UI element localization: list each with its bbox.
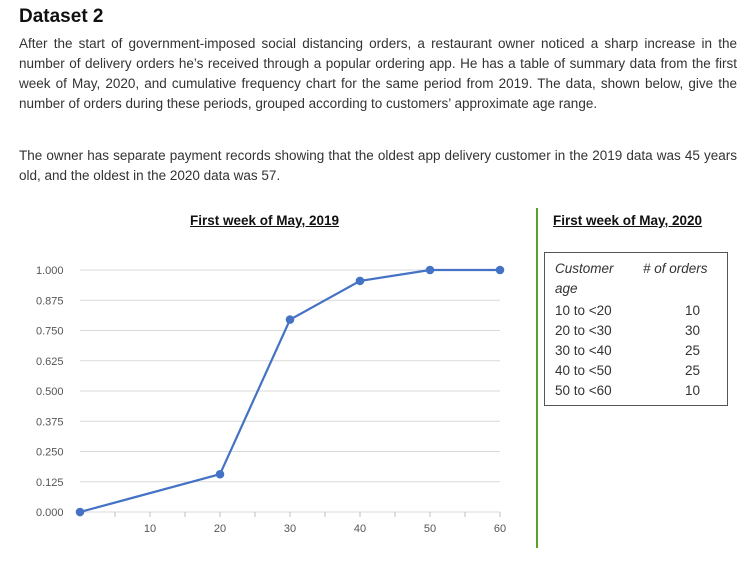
orders-cell: 25	[685, 363, 701, 378]
y-tick-label: 1.000	[36, 265, 64, 277]
chart-title: First week of May, 2019	[190, 213, 340, 228]
y-tick-label: 0.500	[36, 386, 64, 398]
intro-paragraph: After the start of government-imposed so…	[19, 36, 737, 111]
x-tick-label: 60	[494, 523, 506, 535]
header-customer-age: Customer age	[555, 261, 614, 296]
y-tick-label: 0.000	[36, 507, 64, 519]
table-row: 20 to <30 30	[555, 321, 725, 341]
x-tick-label: 50	[424, 523, 436, 535]
data-point	[495, 265, 505, 275]
age-range-cell: 30 to <40	[555, 343, 612, 358]
payment-records-paragraph: The owner has separate payment records s…	[19, 148, 737, 183]
data-point	[285, 315, 295, 324]
x-tick-label: 20	[214, 523, 226, 535]
y-tick-label: 0.250	[36, 447, 64, 459]
orders-cell: 30	[685, 323, 701, 338]
table-title: First week of May, 2020	[553, 213, 703, 228]
cumulative-frequency-chart: 0.000 0.125 0.250 0.375 0.500 0.625 0.750 0.875…	[36, 265, 506, 535]
data-point	[215, 469, 225, 479]
y-tick-label: 0.750	[36, 326, 64, 338]
page-title: Dataset 2	[19, 6, 104, 27]
series-line	[79, 268, 500, 514]
age-range-cell: 10 to <20	[555, 303, 612, 318]
x-tick-label: 10	[144, 523, 156, 535]
data-point	[355, 276, 365, 286]
y-tick-label: 0.625	[36, 356, 64, 368]
age-range-cell: 20 to <30	[555, 323, 612, 338]
y-tick-label: 0.375	[36, 416, 64, 428]
data-point	[75, 507, 85, 517]
y-tick-label: 0.875	[36, 295, 64, 307]
x-tick-label: 40	[354, 523, 366, 535]
table-row: 40 to <50 25	[555, 361, 725, 381]
table-row: 10 to <20 10	[555, 301, 725, 321]
table-row: 50 to <60 10	[555, 381, 725, 401]
age-range-cell: 40 to <50	[555, 363, 612, 378]
data-point	[425, 265, 435, 275]
age-range-cell: 50 to <60	[555, 383, 612, 398]
y-tick-label: 0.125	[36, 477, 64, 489]
section-divider	[536, 208, 538, 548]
orders-table: Customer age # of orders 10 to <20 10 20…	[544, 252, 728, 406]
table-row: 30 to <40 25	[555, 341, 725, 361]
header-num-orders: # of orders	[643, 261, 708, 276]
orders-cell: 10	[685, 303, 701, 318]
x-tick-label: 30	[284, 523, 296, 535]
orders-cell: 10	[685, 383, 701, 398]
orders-cell: 25	[685, 343, 701, 358]
